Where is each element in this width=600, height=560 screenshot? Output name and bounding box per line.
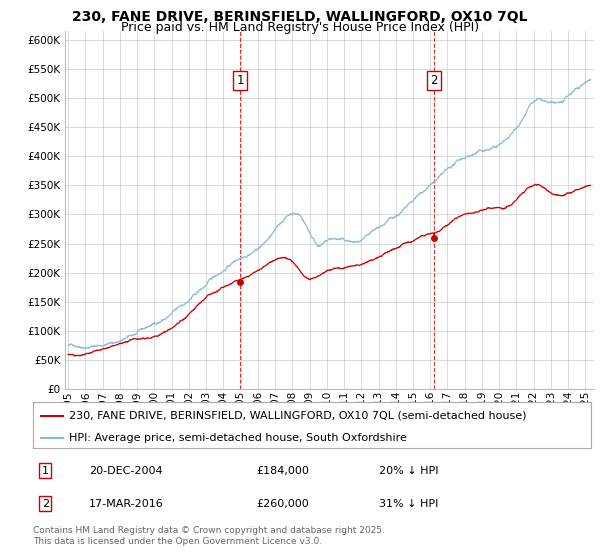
- Text: 31% ↓ HPI: 31% ↓ HPI: [379, 498, 439, 508]
- Text: 230, FANE DRIVE, BERINSFIELD, WALLINGFORD, OX10 7QL (semi-detached house): 230, FANE DRIVE, BERINSFIELD, WALLINGFOR…: [69, 411, 527, 421]
- Text: 20% ↓ HPI: 20% ↓ HPI: [379, 465, 439, 475]
- Text: 17-MAR-2016: 17-MAR-2016: [89, 498, 164, 508]
- Text: Contains HM Land Registry data © Crown copyright and database right 2025.
This d: Contains HM Land Registry data © Crown c…: [33, 526, 385, 546]
- Text: 1: 1: [236, 74, 244, 87]
- Text: 230, FANE DRIVE, BERINSFIELD, WALLINGFORD, OX10 7QL: 230, FANE DRIVE, BERINSFIELD, WALLINGFOR…: [72, 10, 528, 24]
- Text: £184,000: £184,000: [256, 465, 309, 475]
- Text: 20-DEC-2004: 20-DEC-2004: [89, 465, 163, 475]
- Text: 2: 2: [42, 498, 49, 508]
- Text: 1: 1: [42, 465, 49, 475]
- Text: £260,000: £260,000: [256, 498, 309, 508]
- Text: Price paid vs. HM Land Registry's House Price Index (HPI): Price paid vs. HM Land Registry's House …: [121, 21, 479, 34]
- Text: 2: 2: [430, 74, 437, 87]
- Text: HPI: Average price, semi-detached house, South Oxfordshire: HPI: Average price, semi-detached house,…: [69, 433, 407, 443]
